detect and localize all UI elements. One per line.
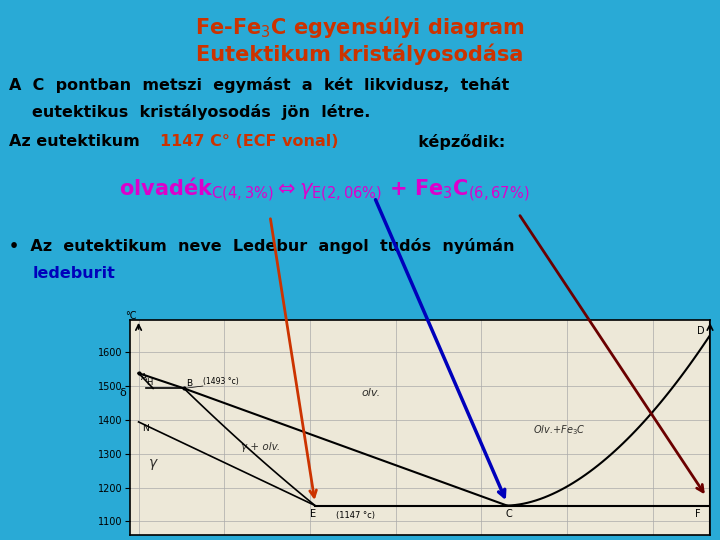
Text: γ: γ: [149, 456, 157, 470]
Text: Az eutektikum: Az eutektikum: [9, 134, 145, 149]
Text: F: F: [696, 509, 701, 519]
Text: Fe-Fe$_3$C egyensúlyi diagram: Fe-Fe$_3$C egyensúlyi diagram: [195, 14, 525, 39]
Text: (1493 °c): (1493 °c): [203, 377, 238, 386]
Text: •  Az  eutektikum  neve  Ledebur  angol  tudós  nyúmán: • Az eutektikum neve Ledebur angol tudós…: [9, 238, 515, 254]
Text: A  C  pontban  metszi  egymást  a  két  likvidusz,  tehát: A C pontban metszi egymást a két likvidu…: [9, 77, 510, 93]
Text: A: A: [141, 374, 148, 382]
Text: γ + olv.: γ + olv.: [241, 442, 281, 453]
Text: B: B: [186, 379, 193, 388]
Text: 1147 C° (ECF vonal): 1147 C° (ECF vonal): [160, 134, 338, 149]
Text: olv.: olv.: [361, 388, 380, 398]
Text: N: N: [142, 424, 149, 433]
Text: H: H: [146, 378, 153, 387]
Text: Eutektikum kristályosodása: Eutektikum kristályosodása: [197, 43, 523, 65]
Text: eutektikus  kristályosodás  jön  létre.: eutektikus kristályosodás jön létre.: [32, 104, 371, 120]
Text: képződik:: képződik:: [407, 134, 505, 150]
Text: olvadék$_{\mathsf{C(4,3\%)}}$$\Leftrightarrow$$\gamma_{\mathsf{E(2,06\%)}}$ + Fe: olvadék$_{\mathsf{C(4,3\%)}}$$\Leftright…: [119, 176, 529, 204]
Text: δ: δ: [120, 388, 127, 398]
Text: °C: °C: [125, 311, 137, 321]
Text: C: C: [505, 509, 512, 519]
Text: ledeburit: ledeburit: [32, 266, 115, 281]
Text: Olv.+Fe$_3$C: Olv.+Fe$_3$C: [533, 423, 585, 437]
Text: (1147 °c): (1147 °c): [336, 511, 374, 519]
Text: E: E: [310, 509, 316, 519]
Text: D: D: [697, 326, 705, 336]
